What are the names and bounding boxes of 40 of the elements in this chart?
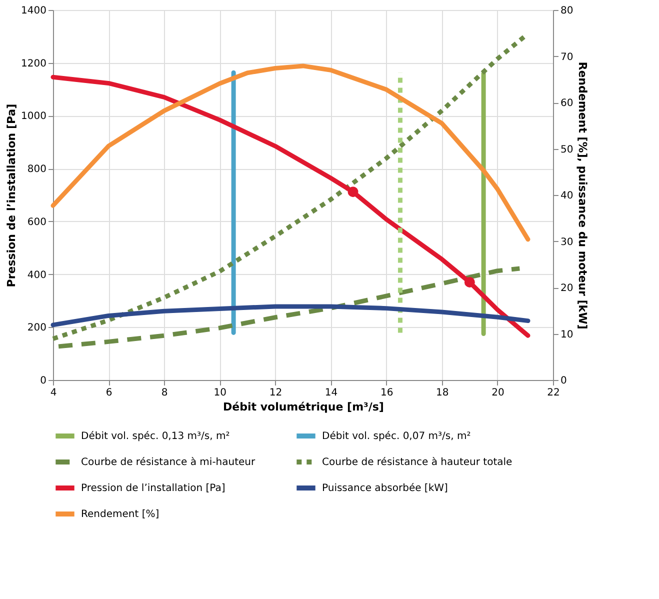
x-tick-label: 12	[269, 388, 282, 398]
y2-tick-label: 40	[560, 190, 574, 202]
y-tick-label: 200	[27, 322, 46, 334]
legend-label: Débit vol. spéc. 0,13 m³/s, m²	[81, 431, 230, 442]
y2-axis-title: Rendement [%], puissance du moteur [kW]	[576, 62, 590, 330]
y-tick-label: 1200	[21, 58, 46, 70]
y-tick-label: 1400	[21, 6, 46, 16]
line-series	[50, 304, 530, 328]
y-tick-label: 600	[27, 216, 46, 228]
y2-tick-label: 30	[560, 236, 574, 248]
x-axis-title: Débit volumétrique [m³/s]	[223, 400, 384, 414]
x-tick-label: 20	[492, 388, 504, 398]
legend-label: Courbe de résistance à hauteur totale	[322, 457, 512, 468]
legend-label: Rendement [%]	[81, 509, 160, 520]
x-tick-label: 4	[50, 388, 57, 398]
x-tick-label: 14	[324, 388, 338, 398]
x-tick-label: 18	[436, 388, 449, 398]
y2-tick-label: 70	[560, 52, 574, 63]
x-tick-label: 6	[106, 388, 112, 398]
x-tick-label: 10	[214, 388, 227, 398]
y2-tick-label: 20	[560, 283, 574, 294]
y-tick-label: 800	[27, 164, 46, 176]
x-tick-label: 8	[161, 388, 168, 398]
y2-tick-label: 60	[560, 98, 574, 109]
y-tick-label: 0	[40, 376, 46, 386]
y2-tick-label: 0	[560, 376, 567, 386]
y2-tick-label: 50	[560, 144, 574, 156]
x-tick-label: 16	[380, 388, 394, 398]
line-series	[56, 266, 522, 349]
y-axis-title: Pression de l’installation [Pa]	[5, 104, 18, 288]
legend-label: Pression de l’installation [Pa]	[81, 483, 226, 494]
legend-label: Puissance absorbée [kW]	[322, 483, 448, 494]
x-tick-label: 22	[547, 388, 560, 398]
y2-tick-label: 80	[560, 6, 574, 16]
y-tick-label: 400	[27, 270, 46, 281]
legend-label: Débit vol. spéc. 0,07 m³/s, m²	[322, 431, 471, 442]
y2-tick-label: 10	[560, 329, 574, 340]
line-series	[50, 64, 530, 242]
legend-label: Courbe de résistance à mi-hauteur	[81, 457, 256, 468]
y-tick-label: 1000	[21, 111, 46, 122]
